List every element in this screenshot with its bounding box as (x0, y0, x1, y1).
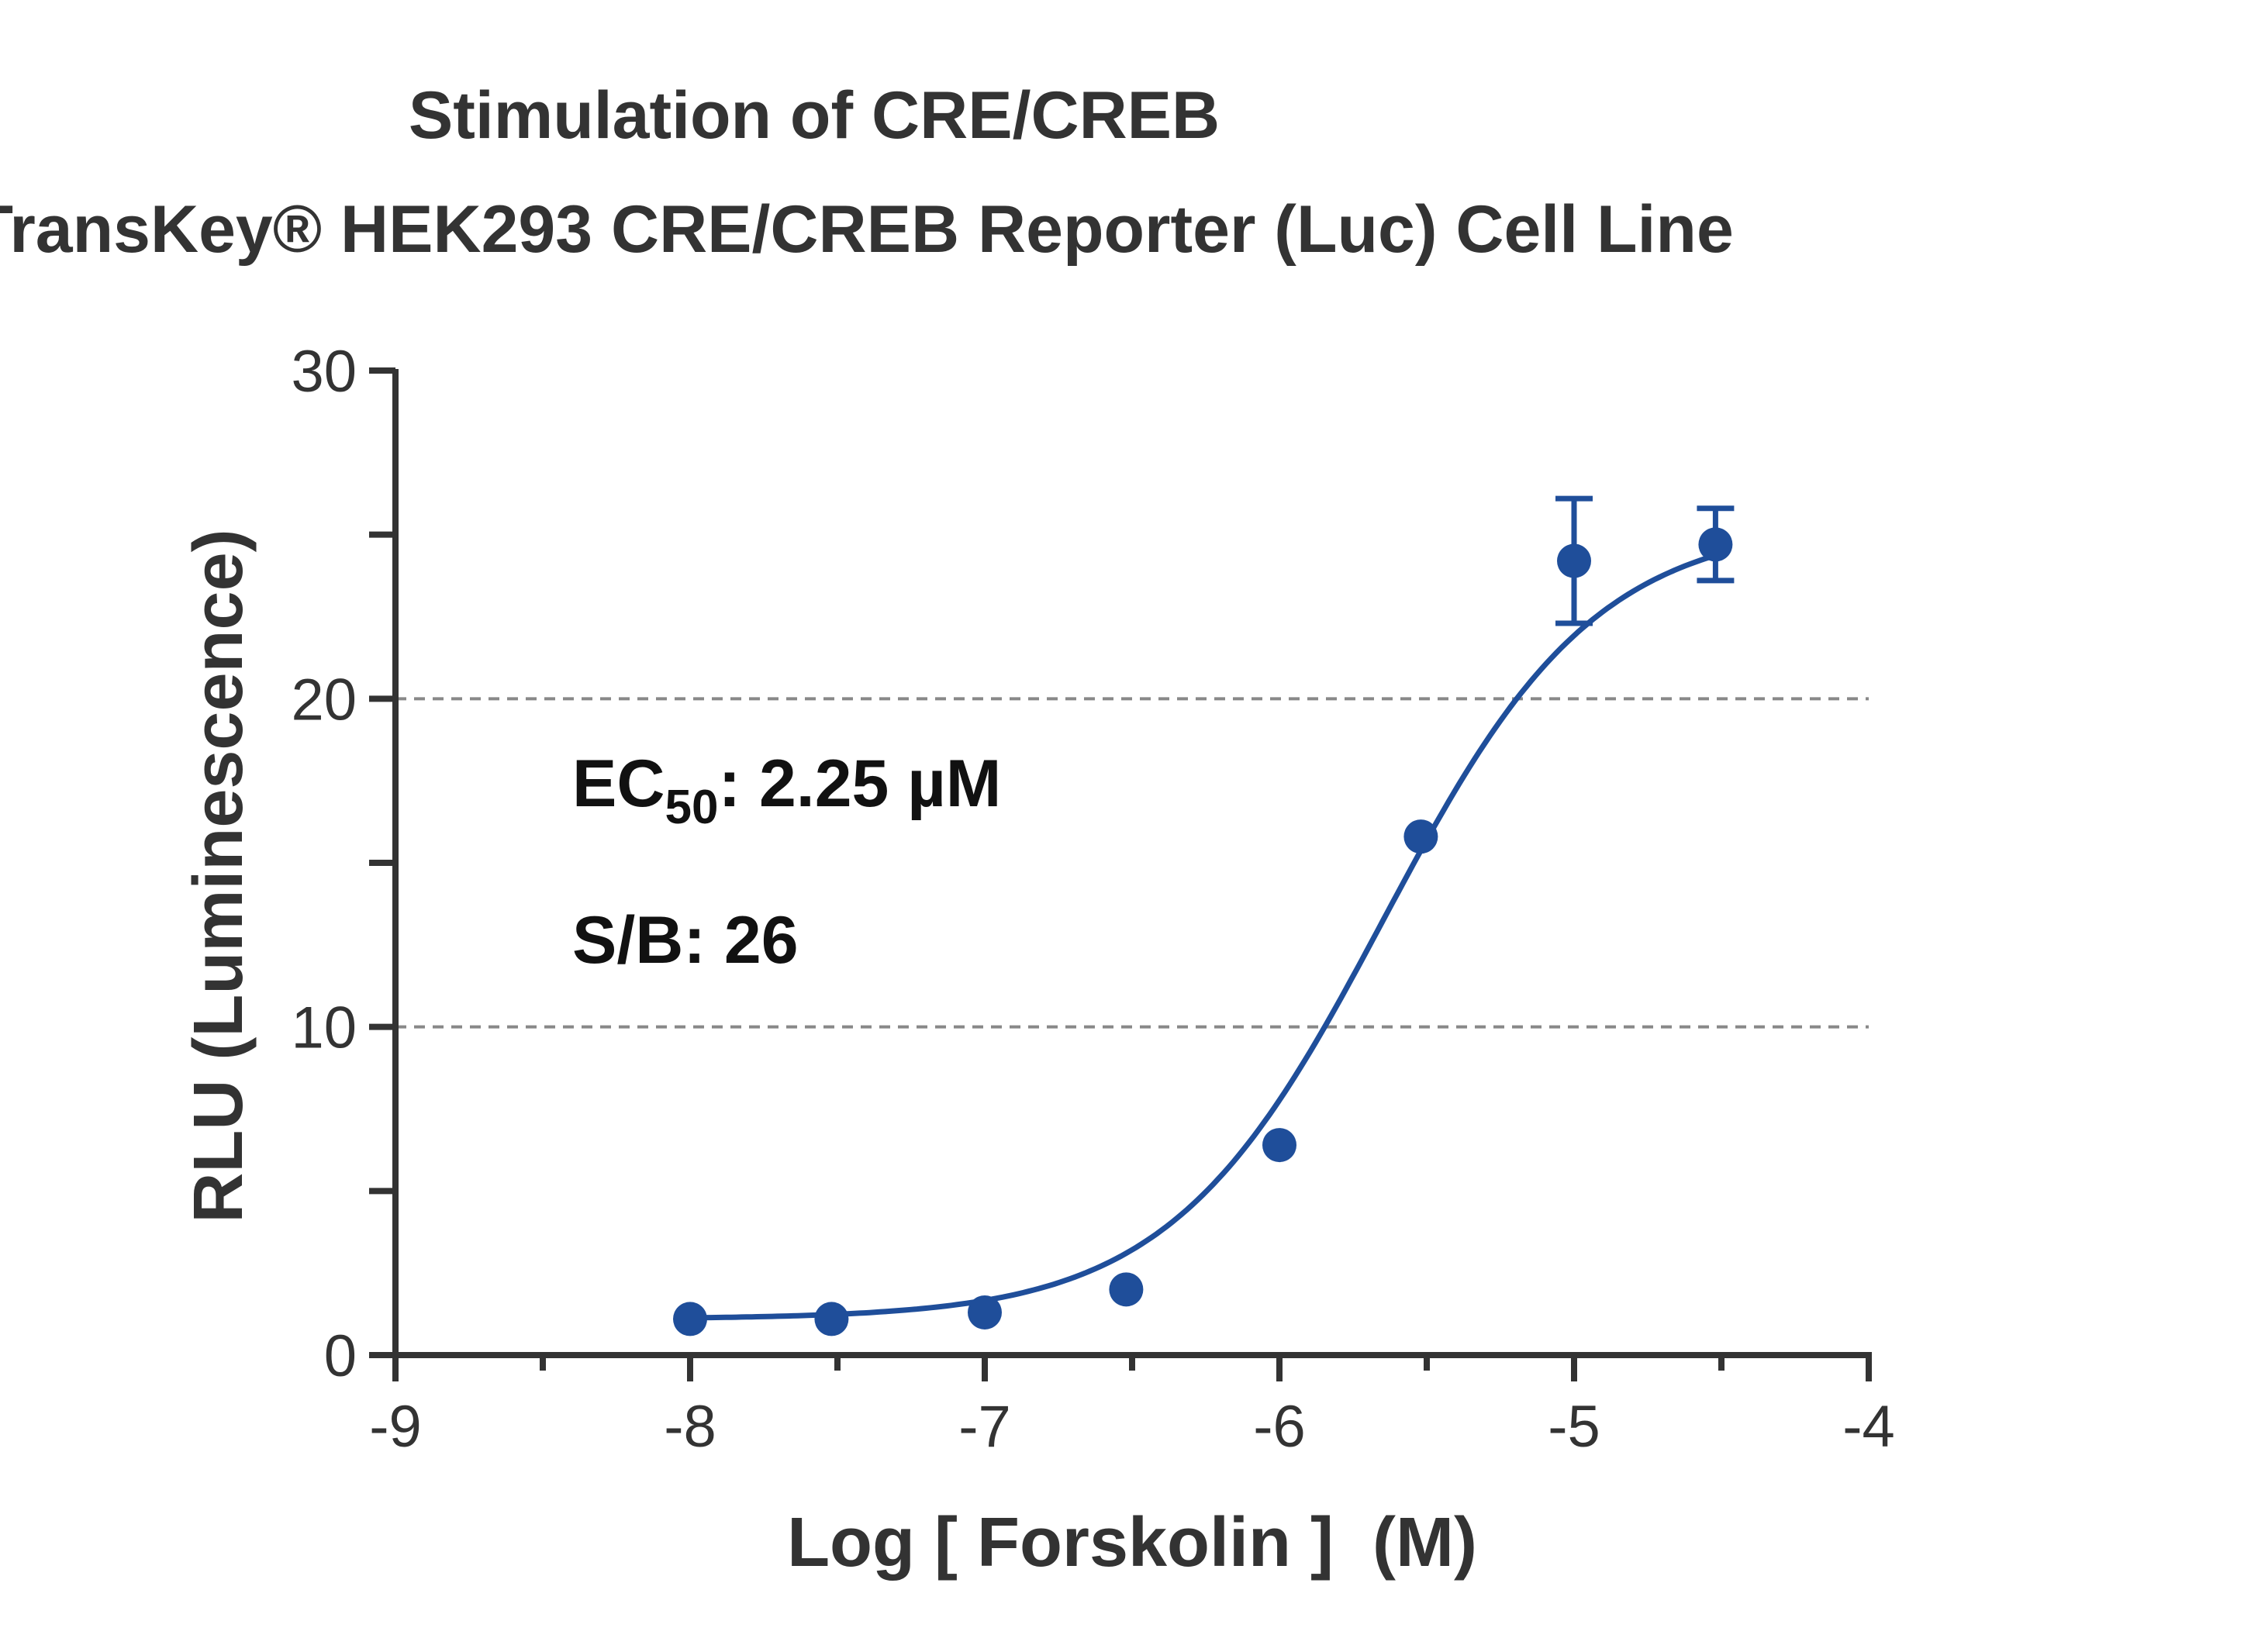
x-tick-label: -9 (369, 1394, 422, 1460)
data-point-2 (968, 1295, 1002, 1330)
data-point-4 (1262, 1128, 1296, 1163)
y-axis-label: RLU (Luminescence) (180, 529, 257, 1223)
x-axis-label: Log [ Forskolin ] (M) (787, 1504, 1477, 1581)
data-point-5 (1403, 819, 1438, 854)
y-tick-label: 20 (291, 667, 357, 733)
x-tick-label: -5 (1548, 1394, 1600, 1460)
x-tick-label: -4 (1842, 1394, 1895, 1460)
x-tick-label: -7 (958, 1394, 1011, 1460)
chart-title-line-2: in TransKey® HEK293 CRE/CREB Reporter (L… (0, 192, 1734, 267)
ec50-subscript: 50 (665, 781, 718, 834)
x-tick-label: -6 (1253, 1394, 1306, 1460)
ec50-annotation: EC50: 2.25 µM (572, 747, 1001, 834)
chart-title-line-1: Stimulation of CRE/CREB (409, 78, 1220, 153)
y-tick-label: 10 (291, 995, 357, 1061)
points-layer (673, 495, 1735, 1336)
grid-layer (395, 697, 1869, 1029)
ec50-value: : 2.25 µM (718, 747, 1001, 821)
fit-curve (689, 553, 1717, 1321)
sb-annotation: S/B: 26 (572, 903, 799, 978)
ec50-prefix: EC (572, 747, 665, 821)
data-point-3 (1109, 1272, 1144, 1307)
data-point-0 (673, 1302, 707, 1336)
fit-layer (689, 553, 1717, 1321)
y-tick-label: 0 (324, 1323, 357, 1389)
data-point-6 (1557, 543, 1591, 578)
axis-layer: 0 10 20 30 -9 -8 -7 -6 -5 -4 (291, 339, 1894, 1460)
data-point-7 (1698, 527, 1733, 562)
y-tick-label: 30 (291, 339, 357, 405)
x-tick-label: -8 (664, 1394, 716, 1460)
data-point-1 (814, 1302, 849, 1336)
